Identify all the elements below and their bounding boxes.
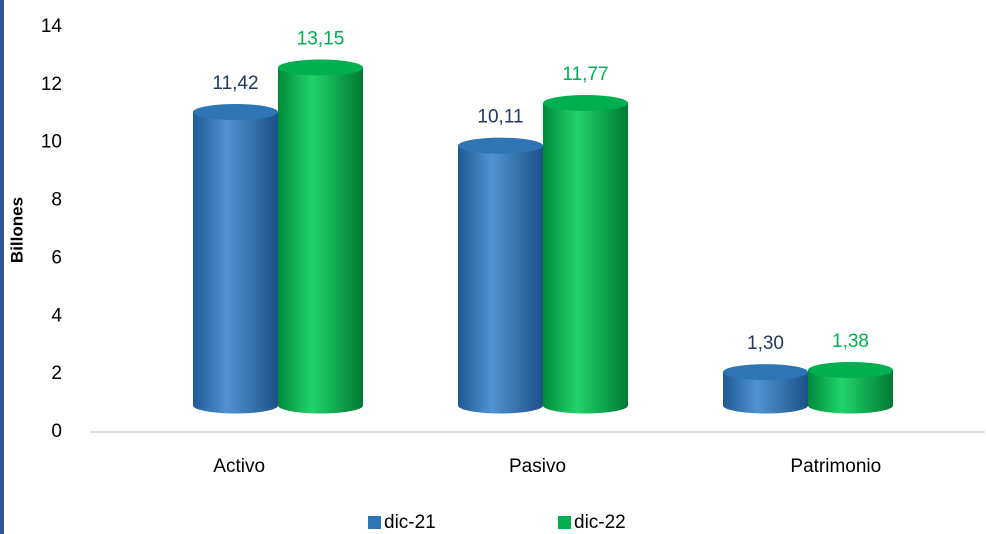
bar-top xyxy=(193,104,278,121)
value-label: 10,11 xyxy=(477,107,523,128)
legend-swatch xyxy=(368,516,381,529)
bar xyxy=(723,364,808,414)
bar-top xyxy=(723,364,808,381)
bar xyxy=(193,104,278,414)
bar-body xyxy=(458,145,543,406)
y-tick-label: 6 xyxy=(51,247,62,268)
x-tick-label: Patrimonio xyxy=(790,456,881,477)
y-tick-label: 10 xyxy=(41,132,62,153)
y-tick-label: 14 xyxy=(41,16,63,37)
y-tick-label: 4 xyxy=(51,305,62,326)
y-tick-label: 0 xyxy=(51,421,62,442)
y-tick-label: 2 xyxy=(51,363,62,384)
bar-top xyxy=(543,95,628,112)
bar xyxy=(543,95,628,414)
x-tick-label: Pasivo xyxy=(509,456,566,477)
bar-top xyxy=(808,362,893,379)
legend-swatch xyxy=(558,516,571,529)
value-label: 11,77 xyxy=(562,64,608,85)
bar-top xyxy=(278,59,363,76)
y-axis-title: Billones xyxy=(7,197,26,263)
y-tick-label: 12 xyxy=(41,74,62,95)
legend-label: dic-21 xyxy=(384,512,436,533)
bar xyxy=(808,362,893,414)
bar-body xyxy=(193,112,278,406)
bar-body xyxy=(543,103,628,406)
x-tick-label: Activo xyxy=(213,456,265,477)
value-label: 1,38 xyxy=(832,331,869,352)
y-tick-label: 8 xyxy=(51,190,62,211)
value-label: 11,42 xyxy=(212,73,258,94)
legend-label: dic-22 xyxy=(574,512,626,533)
bar xyxy=(278,59,363,414)
bar-body xyxy=(278,67,363,406)
value-label: 13,15 xyxy=(297,29,345,50)
bar-top xyxy=(458,137,543,154)
value-label: 1,30 xyxy=(747,333,784,354)
bar xyxy=(458,137,543,414)
left-border xyxy=(0,0,4,534)
